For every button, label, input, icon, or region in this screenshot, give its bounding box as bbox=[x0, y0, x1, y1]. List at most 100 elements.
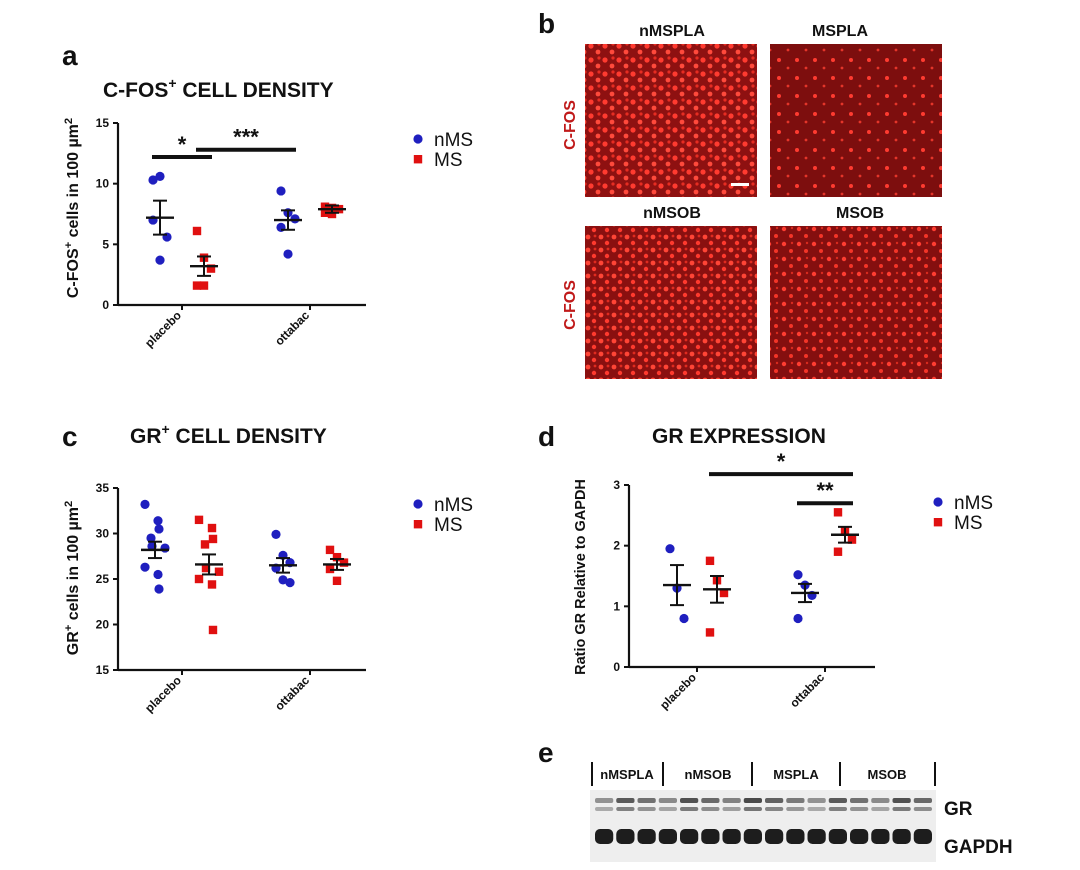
data-point-nms bbox=[290, 214, 300, 224]
data-point-ms bbox=[192, 281, 202, 290]
gr-band-upper bbox=[786, 798, 805, 803]
data-point-nms bbox=[285, 578, 295, 588]
legend-marker-ms bbox=[413, 520, 423, 529]
significance-label: * bbox=[777, 449, 786, 474]
gapdh-band bbox=[637, 829, 656, 844]
significance-label: * bbox=[178, 132, 187, 157]
gr-band-upper bbox=[722, 798, 741, 803]
data-point-nms bbox=[276, 186, 286, 196]
gapdh-band bbox=[765, 829, 784, 844]
gr-band-upper bbox=[701, 798, 720, 803]
blot-bands bbox=[595, 798, 932, 844]
gr-band-upper bbox=[871, 798, 890, 803]
legend-marker-nms bbox=[413, 499, 423, 509]
x-category-label: ottabac bbox=[272, 673, 312, 713]
data-point-nms bbox=[140, 562, 150, 572]
gr-band-lower bbox=[807, 807, 826, 811]
micrograph-label-mspla: MSPLA bbox=[812, 23, 868, 40]
data-point-ms bbox=[194, 574, 204, 584]
y-tick-label: 30 bbox=[96, 527, 110, 541]
gr-band-lower bbox=[871, 807, 890, 811]
y-tick-label: 15 bbox=[96, 663, 110, 677]
gr-band-lower bbox=[765, 807, 784, 811]
chart-c: 15 20 25 30 35 placebo ottabac GR+ cells in 100… bbox=[63, 481, 473, 715]
panel-d-letter: d bbox=[538, 421, 555, 452]
gapdh-band bbox=[658, 829, 677, 844]
data-point-nms bbox=[154, 584, 164, 594]
gr-band-upper bbox=[595, 798, 614, 803]
y-tick-label: 1 bbox=[613, 599, 620, 613]
gapdh-band bbox=[616, 829, 635, 844]
data-point-nms bbox=[679, 613, 689, 624]
gapdh-band bbox=[871, 829, 890, 844]
band-label-gr: GR bbox=[944, 799, 973, 820]
gr-band-lower bbox=[680, 807, 699, 811]
data-point-ms bbox=[332, 552, 342, 562]
legend-label: nMS bbox=[434, 495, 473, 516]
legend-marker-ms bbox=[413, 155, 423, 164]
data-point-ms bbox=[208, 534, 218, 544]
legend-marker-nms bbox=[933, 497, 943, 507]
micrograph-mspla bbox=[770, 44, 942, 197]
legend-label: MS bbox=[954, 513, 983, 534]
lane-label-msob: MSOB bbox=[868, 767, 907, 782]
data-point-ms bbox=[327, 209, 337, 219]
y-tick-label: 3 bbox=[613, 478, 620, 492]
data-point-nms bbox=[154, 524, 164, 534]
micrograph-label-msob: MSOB bbox=[836, 205, 884, 222]
y-tick-label: 10 bbox=[96, 177, 110, 191]
data-point-ms bbox=[320, 202, 330, 211]
gr-band-lower bbox=[637, 807, 656, 811]
y-axis-label: Ratio GR Relative to GAPDH bbox=[573, 479, 589, 675]
data-point-ms bbox=[192, 226, 202, 236]
gr-band-lower bbox=[913, 807, 932, 811]
micrograph-msob bbox=[770, 226, 942, 379]
significance-label: *** bbox=[233, 125, 259, 150]
legend-label: nMS bbox=[954, 493, 993, 514]
lane-label-nmsob: nMSOB bbox=[685, 767, 732, 782]
gr-band-upper bbox=[637, 798, 656, 803]
data-point-ms bbox=[833, 547, 843, 556]
gr-band-upper bbox=[765, 798, 784, 803]
x-category-label: placebo bbox=[142, 673, 184, 715]
gr-band-upper bbox=[892, 798, 911, 803]
y-axis-label: C-FOS+ cells in 100 µm2 bbox=[63, 118, 82, 298]
data-point-ms bbox=[705, 556, 715, 566]
gr-band-upper bbox=[616, 798, 635, 803]
micrograph-nmsob bbox=[585, 226, 757, 379]
gr-band-lower bbox=[743, 807, 762, 811]
gr-band-lower bbox=[850, 807, 869, 811]
gr-band-lower bbox=[616, 807, 635, 811]
panel-e-letter: e bbox=[538, 737, 554, 768]
gr-band-upper bbox=[807, 798, 826, 803]
gapdh-band bbox=[680, 829, 699, 844]
gapdh-band bbox=[892, 829, 911, 844]
gr-band-lower bbox=[701, 807, 720, 811]
micrograph-label-nmspla: nMSPLA bbox=[639, 23, 705, 40]
legend-marker-ms bbox=[933, 518, 943, 527]
gr-band-upper bbox=[913, 798, 932, 803]
gr-band-upper bbox=[680, 798, 699, 803]
data-point-ms bbox=[339, 558, 349, 567]
data-point-ms bbox=[208, 625, 218, 635]
data-point-ms bbox=[200, 540, 210, 549]
data-point-nms bbox=[271, 529, 281, 540]
data-point-ms bbox=[207, 580, 217, 589]
y-tick-label: 25 bbox=[96, 572, 110, 586]
data-point-ms bbox=[207, 523, 217, 533]
y-tick-label: 20 bbox=[96, 618, 110, 632]
legend-marker-nms bbox=[413, 134, 423, 144]
lane-label-mspla: MSPLA bbox=[773, 767, 819, 782]
micrograph-nmspla bbox=[585, 44, 757, 197]
data-point-nms bbox=[148, 175, 158, 185]
gr-band-lower bbox=[828, 807, 847, 811]
data-point-nms bbox=[153, 516, 163, 526]
x-category-label: placebo bbox=[657, 670, 699, 712]
gr-band-lower bbox=[722, 807, 741, 811]
x-category-label: ottabac bbox=[787, 670, 827, 710]
micrograph-label-nmsob: nMSOB bbox=[643, 205, 701, 222]
gr-band-lower bbox=[786, 807, 805, 811]
data-point-nms bbox=[155, 171, 165, 181]
data-point-nms bbox=[665, 544, 675, 554]
